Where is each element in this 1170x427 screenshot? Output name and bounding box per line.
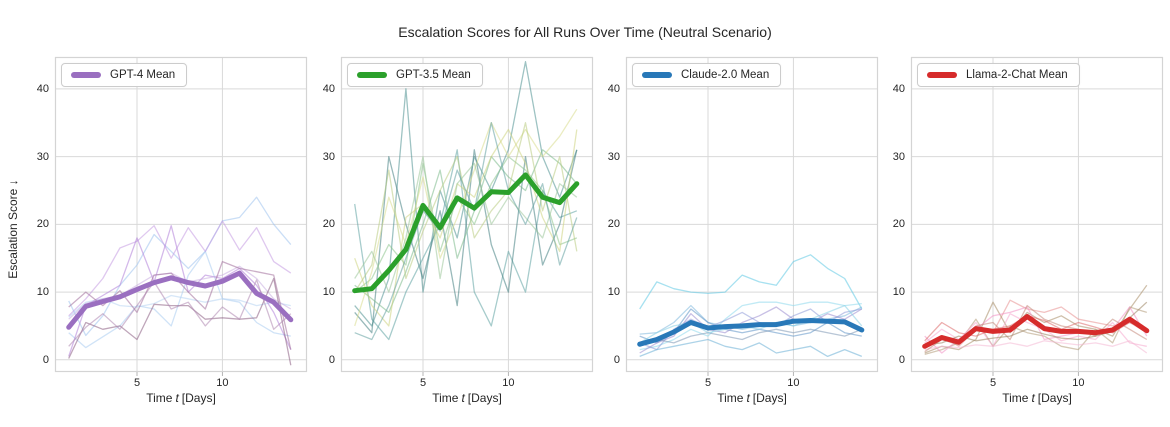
legend-gpt35: GPT-3.5 Mean [347, 63, 483, 87]
y-tick-label: 20 [322, 218, 335, 231]
legend-label: GPT-4 Mean [110, 69, 176, 81]
legend-line-swatch [357, 72, 387, 78]
y-tick-label: 10 [607, 286, 620, 299]
chart-title: Escalation Scores for All Runs Over Time… [398, 24, 772, 40]
y-axis-label: Escalation Score ↓ [6, 179, 20, 279]
x-axis-label-text: Time [146, 391, 173, 405]
subplot-gpt4: GPT-4 Mean Time t [Days] 0 10 20 30 40 5 10 [37, 56, 308, 405]
legend-gpt4: GPT-4 Mean [61, 63, 188, 87]
run-line [639, 254, 863, 310]
x-axis-label: Time t [Days] [626, 391, 878, 405]
subplot-gpt35: GPT-3.5 Mean Time t [Days] 0 10 20 30 40 5 10 [323, 56, 594, 405]
y-tick-label: 20 [36, 218, 49, 231]
x-axis-label-var: t [746, 391, 750, 405]
x-tick-label: 5 [989, 377, 997, 389]
plot-area [54, 56, 308, 376]
y-tick-label: 30 [892, 150, 905, 163]
x-tick-label: 5 [133, 377, 141, 389]
run-line [354, 122, 578, 293]
axes-border [910, 56, 1164, 373]
axes-border [625, 56, 879, 373]
x-tick-label: 10 [787, 377, 800, 389]
plot-area [910, 56, 1164, 376]
run-line [639, 328, 863, 347]
y-tick-label: 0 [328, 353, 335, 366]
legend-llama2chat: Llama-2-Chat Mean [917, 63, 1080, 87]
plot-area [340, 56, 594, 376]
run-line [354, 108, 578, 327]
legend-line-swatch [642, 72, 672, 78]
x-tick-label: 10 [502, 377, 515, 389]
mean-line [922, 314, 1150, 349]
run-line [639, 338, 863, 358]
mean-line [66, 270, 294, 330]
axes-border [340, 56, 594, 373]
run-line [68, 250, 291, 349]
y-tick-label: 0 [42, 353, 49, 366]
x-axis-label-text: Time [717, 391, 744, 405]
run-line [68, 279, 292, 347]
legend-line-swatch [927, 72, 957, 78]
x-axis-label-unit: [Days] [1037, 391, 1072, 405]
x-axis-label: Time t [Days] [55, 391, 307, 405]
x-axis-label: Time t [Days] [911, 391, 1163, 405]
y-tick-label: 20 [892, 218, 905, 231]
x-axis-label-unit: [Days] [752, 391, 787, 405]
y-tick-label: 30 [607, 150, 620, 163]
run-line [354, 149, 578, 334]
axes-border [54, 56, 308, 373]
run-line [68, 220, 292, 317]
x-tick-label: 5 [704, 377, 712, 389]
run-line [639, 308, 862, 351]
y-tick-label: 40 [322, 82, 335, 95]
legend-label: Claude-2.0 Mean [681, 69, 770, 81]
y-tick-label: 40 [892, 82, 905, 95]
subplot-claude20: Claude-2.0 Mean Time t [Days] 0 10 20 30 40 5 10 [608, 56, 879, 405]
legend-label: GPT-3.5 Mean [396, 69, 471, 81]
run-line [354, 155, 578, 293]
x-tick-label: 5 [419, 377, 427, 389]
x-axis-label: Time t [Days] [341, 391, 593, 405]
x-axis-label-text: Time [432, 391, 459, 405]
run-line [354, 155, 578, 293]
y-tick-label: 10 [322, 286, 335, 299]
plot-area [625, 56, 879, 376]
mean-line [637, 318, 865, 347]
run-line [68, 225, 292, 357]
y-tick-label: 20 [607, 218, 620, 231]
x-axis-label-unit: [Days] [467, 391, 502, 405]
run-line [924, 340, 1148, 354]
subplot-llama2chat: Llama-2-Chat Mean Time t [Days] 0 10 20 30 40 5… [893, 56, 1164, 405]
x-axis-label-var: t [461, 391, 465, 405]
y-tick-label: 0 [613, 353, 620, 366]
x-axis-label-var: t [1031, 391, 1035, 405]
y-tick-label: 10 [36, 286, 49, 299]
mean-line [352, 172, 580, 294]
legend-line-swatch [71, 72, 101, 78]
run-line [639, 301, 862, 351]
x-tick-label: 10 [216, 377, 229, 389]
y-tick-label: 10 [892, 286, 905, 299]
x-axis-label-var: t [175, 391, 179, 405]
y-tick-label: 0 [898, 353, 905, 366]
x-axis-label-text: Time [1002, 391, 1029, 405]
x-tick-label: 10 [1072, 377, 1085, 389]
y-tick-label: 40 [36, 82, 49, 95]
run-line [924, 284, 1148, 354]
y-tick-label: 30 [36, 150, 49, 163]
y-tick-label: 40 [607, 82, 620, 95]
y-tick-label: 30 [322, 150, 335, 163]
x-axis-label-unit: [Days] [181, 391, 216, 405]
legend-claude20: Claude-2.0 Mean [632, 63, 782, 87]
legend-label: Llama-2-Chat Mean [966, 69, 1068, 81]
